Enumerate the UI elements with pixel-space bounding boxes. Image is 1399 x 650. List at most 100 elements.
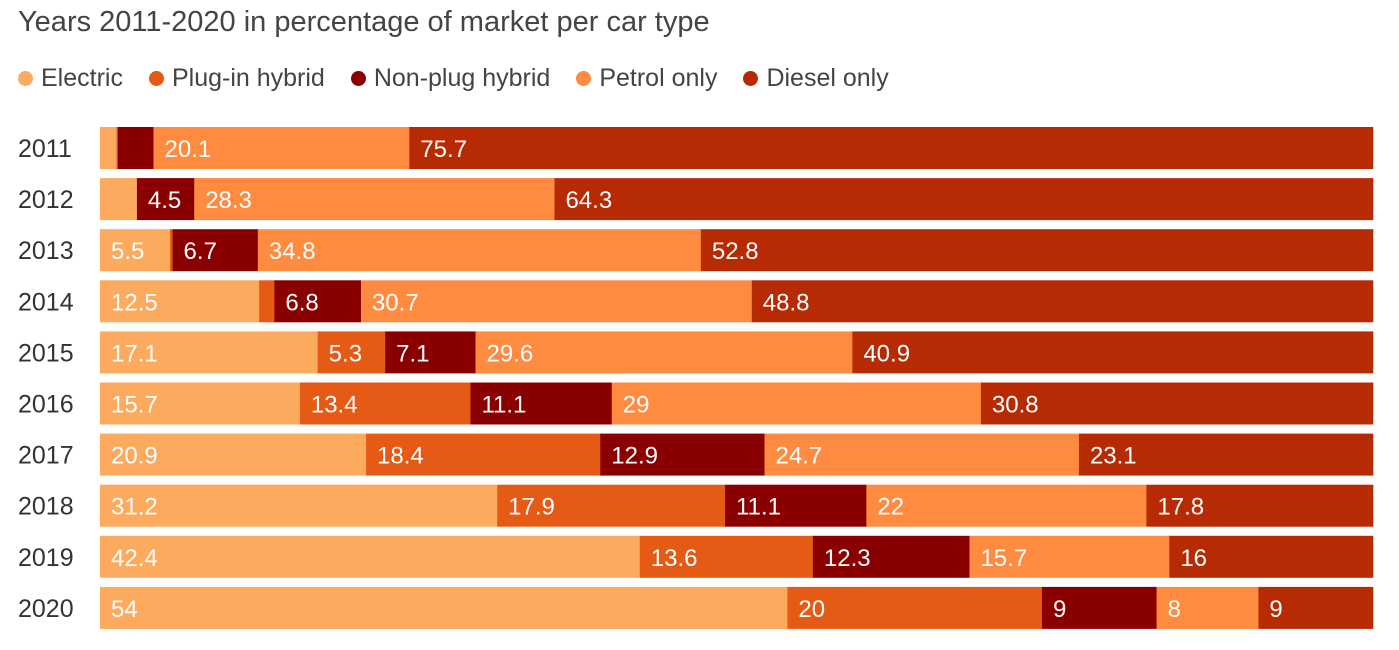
data-label-2014-petrol-only: 30.7: [372, 289, 419, 316]
bar-2013-non-plug-hybrid: [172, 229, 259, 272]
data-label-2020-electric: 54: [111, 596, 138, 623]
data-label-2020-non-plug-hybrid: 9: [1053, 596, 1066, 623]
data-label-2012-petrol-only: 28.3: [205, 187, 252, 214]
bar-2015-plug-in-hybrid: [317, 331, 386, 374]
data-label-2012-non-plug-hybrid: 4.5: [148, 187, 181, 214]
legend-item-diesel-only: Diesel only: [743, 64, 889, 93]
data-label-2019-petrol-only: 15.7: [980, 545, 1027, 572]
bar-2011-electric: [100, 127, 117, 169]
data-label-2012-diesel-only: 64.3: [565, 187, 612, 214]
legend-label-diesel-only: Diesel only: [766, 64, 889, 92]
data-label-2015-plug-in-hybrid: 5.3: [329, 340, 362, 367]
bar-2011-plug-in-hybrid: [116, 127, 119, 169]
bar-2020-plug-in-hybrid: [787, 586, 1043, 629]
data-label-2015-non-plug-hybrid: 7.1: [396, 340, 429, 367]
bar-2019-non-plug-hybrid: [812, 535, 970, 578]
data-label-2017-non-plug-hybrid: 12.9: [611, 443, 658, 470]
bar-2020-non-plug-hybrid: [1042, 586, 1157, 629]
data-label-2016-non-plug-hybrid: 11.1: [481, 392, 526, 419]
bar-2012-petrol-only: [194, 178, 555, 221]
bar-2012-electric: [100, 178, 138, 221]
bar-2019-petrol-only: [969, 535, 1170, 578]
legend-item-non-plug-hybrid: Non-plug hybrid: [350, 64, 550, 93]
legend-swatch-petrol-only: [576, 71, 592, 86]
data-label-2018-petrol-only: 22: [877, 494, 904, 521]
year-label-2014: 2014: [18, 288, 74, 316]
data-label-2016-diesel-only: 30.8: [992, 392, 1039, 419]
data-label-2018-plug-in-hybrid: 17.9: [508, 494, 555, 521]
data-label-2017-diesel-only: 23.1: [1090, 443, 1137, 470]
data-label-2017-petrol-only: 24.7: [776, 443, 823, 470]
data-label-2017-electric: 20.9: [111, 443, 158, 470]
bar-2015-non-plug-hybrid: [385, 331, 476, 374]
legend-label-petrol-only: Petrol only: [599, 64, 718, 92]
bar-2012-diesel-only: [554, 178, 1374, 221]
legend-item-petrol-only: Petrol only: [576, 64, 717, 93]
data-label-2020-petrol-only: 8: [1168, 596, 1181, 623]
legend-label-plug-in-hybrid: Plug-in hybrid: [171, 64, 325, 92]
data-label-2011-diesel-only: 75.7: [420, 136, 467, 163]
bar-2011-diesel-only: [409, 127, 1374, 169]
bar-2017-diesel-only: [1078, 433, 1374, 476]
bar-2017-plug-in-hybrid: [366, 433, 601, 476]
data-label-2018-non-plug-hybrid: 11.1: [736, 494, 781, 521]
year-label-2015: 2015: [18, 339, 74, 367]
data-label-2018-diesel-only: 17.8: [1157, 494, 1204, 521]
data-label-2014-diesel-only: 48.8: [763, 289, 810, 316]
bar-2020-electric: [100, 586, 788, 629]
legend: Electric Plug-in hybrid Non-plug hybrid …: [18, 64, 889, 93]
bar-2015-diesel-only: [852, 331, 1374, 374]
bar-2016-petrol-only: [611, 382, 982, 425]
bar-2013-electric: [100, 229, 171, 272]
bar-2019-electric: [100, 535, 641, 578]
legend-swatch-diesel-only: [743, 71, 759, 86]
data-label-2019-plug-in-hybrid: 13.6: [651, 545, 698, 572]
bar-2013-petrol-only: [257, 229, 702, 272]
bar-2018-petrol-only: [866, 484, 1147, 527]
bar-2014-non-plug-hybrid: [274, 280, 362, 323]
bar-2018-non-plug-hybrid: [725, 484, 867, 527]
data-label-2016-petrol-only: 29: [623, 392, 650, 419]
year-label-2012: 2012: [18, 186, 74, 214]
data-label-2020-plug-in-hybrid: 20: [798, 596, 825, 623]
bar-2019-diesel-only: [1169, 535, 1374, 578]
bar-2016-diesel-only: [980, 382, 1374, 425]
bar-2012-non-plug-hybrid: [136, 178, 195, 221]
bar-2016-plug-in-hybrid: [299, 382, 471, 425]
year-label-2011: 2011: [18, 135, 72, 163]
data-label-2015-diesel-only: 40.9: [863, 340, 910, 367]
bar-2019-plug-in-hybrid: [639, 535, 814, 578]
bar-2011-petrol-only: [153, 127, 410, 169]
bar-2018-electric: [100, 484, 498, 527]
data-label-2019-non-plug-hybrid: 12.3: [824, 545, 871, 572]
bar-2013-plug-in-hybrid: [170, 229, 173, 272]
legend-item-plug-in-hybrid: Plug-in hybrid: [148, 64, 325, 93]
legend-swatch-non-plug-hybrid: [350, 71, 366, 86]
legend-label-electric: Electric: [41, 64, 123, 92]
bar-2014-petrol-only: [360, 280, 753, 323]
bar-2014-diesel-only: [751, 280, 1374, 323]
chart-title: Years 2011-2020 in percentage of market …: [18, 6, 710, 38]
data-label-2019-electric: 42.4: [111, 545, 158, 572]
data-label-2013-petrol-only: 34.8: [269, 238, 316, 265]
bar-2014-plug-in-hybrid: [259, 280, 275, 323]
data-label-2014-electric: 12.5: [111, 289, 158, 316]
legend-item-electric: Electric: [18, 64, 123, 93]
data-label-2013-electric: 5.5: [111, 238, 144, 265]
bar-2017-petrol-only: [764, 433, 1080, 476]
year-label-2016: 2016: [18, 391, 74, 419]
bar-2018-diesel-only: [1146, 484, 1374, 527]
year-label-2013: 2013: [18, 237, 74, 265]
bar-2017-electric: [100, 433, 367, 476]
year-label-2017: 2017: [18, 442, 74, 470]
bar-2011-non-plug-hybrid: [117, 127, 154, 169]
bar-2020-petrol-only: [1156, 586, 1259, 629]
data-label-2019-diesel-only: 16: [1180, 545, 1207, 572]
data-label-2018-electric: 31.2: [111, 494, 158, 521]
data-label-2020-diesel-only: 9: [1269, 596, 1282, 623]
year-label-2020: 2020: [18, 595, 74, 623]
data-label-2011-petrol-only: 20.1: [164, 136, 211, 163]
bar-2016-non-plug-hybrid: [470, 382, 613, 425]
bar-2015-petrol-only: [475, 331, 853, 374]
